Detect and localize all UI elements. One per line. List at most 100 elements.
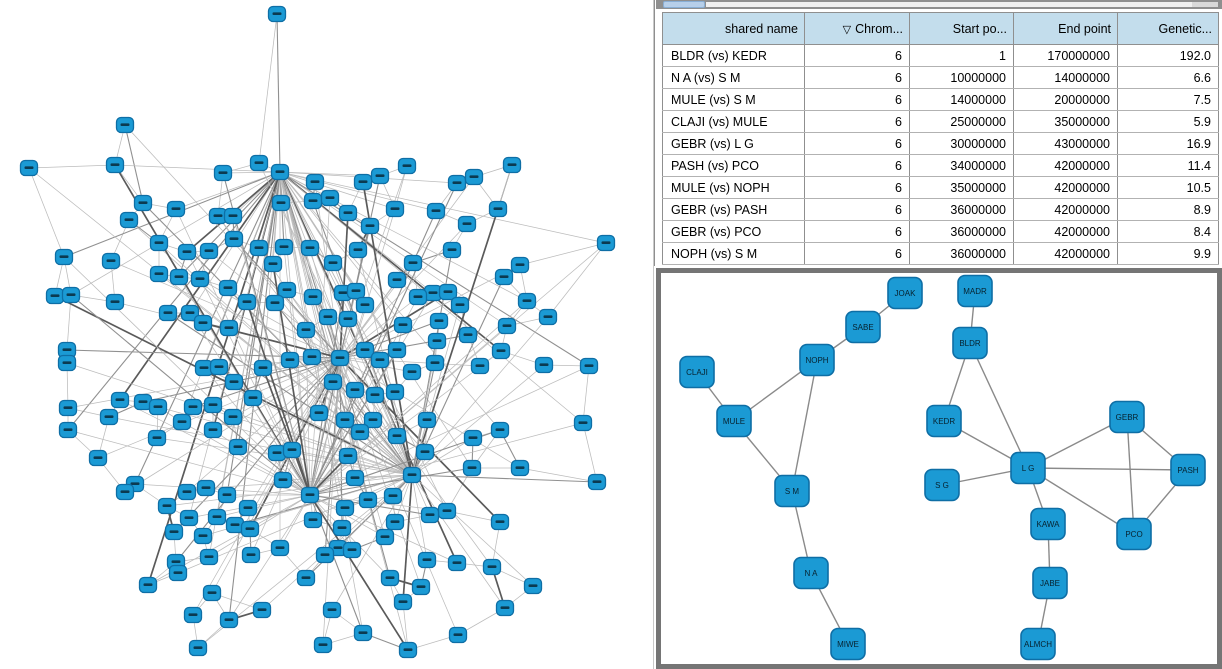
table-cell[interactable]: PASH (vs) PCO bbox=[662, 154, 805, 177]
node-noph[interactable] bbox=[799, 343, 835, 377]
table-cell[interactable]: 8.9 bbox=[1117, 198, 1219, 221]
node-s-m[interactable] bbox=[774, 474, 810, 508]
table-cell[interactable]: 42000000 bbox=[1013, 154, 1118, 177]
table-cell[interactable]: NOPH (vs) S M bbox=[662, 242, 805, 265]
table-horizontal-scrollbar[interactable] bbox=[656, 0, 1222, 9]
network-edge[interactable] bbox=[791, 359, 818, 492]
network-overview-canvas[interactable] bbox=[0, 0, 653, 669]
node-miwe[interactable] bbox=[830, 627, 866, 661]
column-header-0[interactable]: shared name bbox=[662, 12, 805, 45]
column-header-4[interactable]: Genetic... bbox=[1117, 12, 1219, 45]
table-cell[interactable]: 34000000 bbox=[909, 154, 1014, 177]
table-cell[interactable]: 30000000 bbox=[909, 132, 1014, 155]
table-cell[interactable]: GEBR (vs) L G bbox=[662, 132, 805, 155]
node-pash[interactable] bbox=[1170, 453, 1206, 487]
node-claji[interactable] bbox=[679, 355, 715, 389]
table-cell[interactable]: 36000000 bbox=[909, 220, 1014, 243]
table-cell[interactable]: 16.9 bbox=[1117, 132, 1219, 155]
table-cell[interactable]: 6 bbox=[804, 154, 910, 177]
edge-attribute-table[interactable]: shared name ▽ Chrom... Start po... End point… bbox=[662, 12, 1219, 265]
table-cell[interactable]: MULE (vs) S M bbox=[662, 88, 805, 111]
table-cell[interactable]: 7.5 bbox=[1117, 88, 1219, 111]
table-cell[interactable]: 11.4 bbox=[1117, 154, 1219, 177]
node-n-a[interactable] bbox=[793, 556, 829, 590]
node-madr[interactable] bbox=[957, 274, 993, 308]
table-cell[interactable]: 6 bbox=[804, 44, 910, 67]
table-cell[interactable]: 14000000 bbox=[1013, 66, 1118, 89]
table-cell[interactable]: 10.5 bbox=[1117, 176, 1219, 199]
table-cell[interactable]: 6 bbox=[804, 176, 910, 199]
node-label-glyph bbox=[493, 207, 503, 210]
table-row[interactable]: PASH (vs) PCO 6 34000000 42000000 11.4 bbox=[662, 154, 1219, 177]
node-pco[interactable] bbox=[1116, 517, 1152, 551]
table-cell[interactable]: BLDR (vs) KEDR bbox=[662, 44, 805, 67]
table-cell[interactable]: 6.6 bbox=[1117, 66, 1219, 89]
scrollbar-track[interactable] bbox=[706, 2, 1192, 7]
network-edge[interactable] bbox=[1126, 416, 1135, 535]
table-cell[interactable]: 43000000 bbox=[1013, 132, 1118, 155]
node-l-g[interactable] bbox=[1010, 451, 1046, 485]
network-edge[interactable] bbox=[1027, 467, 1189, 471]
node-gebr[interactable] bbox=[1109, 400, 1145, 434]
scrollbar-right-piece[interactable] bbox=[1192, 2, 1218, 7]
table-cell[interactable]: 6 bbox=[804, 88, 910, 111]
table-cell[interactable]: GEBR (vs) PCO bbox=[662, 220, 805, 243]
table-cell[interactable]: GEBR (vs) PASH bbox=[662, 198, 805, 221]
network-detail-canvas[interactable]: JOAK SABE NOPH CLAJI MULE S M N A MIWE MADR BLDR K… bbox=[661, 273, 1217, 664]
table-cell[interactable]: 36000000 bbox=[909, 242, 1014, 265]
node-sabe[interactable] bbox=[845, 310, 881, 344]
table-cell[interactable]: 25000000 bbox=[909, 110, 1014, 133]
table-cell[interactable]: 42000000 bbox=[1013, 176, 1118, 199]
table-cell[interactable]: MULE (vs) NOPH bbox=[662, 176, 805, 199]
column-header-1[interactable]: ▽ Chrom... bbox=[804, 12, 910, 45]
table-cell[interactable]: 192.0 bbox=[1117, 44, 1219, 67]
table-cell[interactable]: 1 bbox=[909, 44, 1014, 67]
network-overview-panel[interactable] bbox=[0, 0, 654, 669]
table-cell[interactable]: 6 bbox=[804, 242, 910, 265]
node-kawa[interactable] bbox=[1030, 507, 1066, 541]
node-jabe[interactable] bbox=[1032, 566, 1068, 600]
table-row[interactable]: GEBR (vs) L G 6 30000000 43000000 16.9 bbox=[662, 132, 1219, 155]
table-cell[interactable]: 5.9 bbox=[1117, 110, 1219, 133]
table-cell[interactable]: 8.4 bbox=[1117, 220, 1219, 243]
table-cell[interactable]: 6 bbox=[804, 132, 910, 155]
table-cell[interactable]: 6 bbox=[804, 66, 910, 89]
node-mule[interactable] bbox=[716, 404, 752, 438]
table-row[interactable]: N A (vs) S M 6 10000000 14000000 6.6 bbox=[662, 66, 1219, 89]
node-s-g[interactable] bbox=[924, 468, 960, 502]
table-row[interactable]: GEBR (vs) PCO 6 36000000 42000000 8.4 bbox=[662, 220, 1219, 243]
sort-filter-icon[interactable]: ▽ bbox=[842, 23, 852, 36]
table-cell[interactable]: 35000000 bbox=[909, 176, 1014, 199]
table-cell[interactable]: CLAJI (vs) MULE bbox=[662, 110, 805, 133]
table-cell[interactable]: 9.9 bbox=[1117, 242, 1219, 265]
network-edge[interactable] bbox=[969, 342, 1029, 469]
table-row[interactable]: NOPH (vs) S M 6 36000000 42000000 9.9 bbox=[662, 242, 1219, 265]
table-cell[interactable]: 35000000 bbox=[1013, 110, 1118, 133]
network-edge[interactable] bbox=[1027, 467, 1135, 535]
table-cell[interactable]: 6 bbox=[804, 110, 910, 133]
table-cell[interactable]: 36000000 bbox=[909, 198, 1014, 221]
node-almch[interactable] bbox=[1020, 627, 1056, 661]
table-row[interactable]: GEBR (vs) PASH 6 36000000 42000000 8.9 bbox=[662, 198, 1219, 221]
table-cell[interactable]: 42000000 bbox=[1013, 198, 1118, 221]
table-row[interactable]: BLDR (vs) KEDR 6 1 170000000 192.0 bbox=[662, 44, 1219, 67]
table-cell[interactable]: 6 bbox=[804, 198, 910, 221]
table-cell[interactable]: 14000000 bbox=[909, 88, 1014, 111]
table-row[interactable]: MULE (vs) NOPH 6 35000000 42000000 10.5 bbox=[662, 176, 1219, 199]
scrollbar-thumb[interactable] bbox=[663, 1, 705, 8]
table-cell[interactable]: 170000000 bbox=[1013, 44, 1118, 67]
table-cell[interactable]: 42000000 bbox=[1013, 220, 1118, 243]
table-row[interactable]: CLAJI (vs) MULE 6 25000000 35000000 5.9 bbox=[662, 110, 1219, 133]
column-header-3[interactable]: End point bbox=[1013, 12, 1118, 45]
network-detail-panel[interactable]: JOAK SABE NOPH CLAJI MULE S M N A MIWE MADR BLDR K… bbox=[656, 268, 1222, 669]
table-cell[interactable]: N A (vs) S M bbox=[662, 66, 805, 89]
column-header-2[interactable]: Start po... bbox=[909, 12, 1014, 45]
node-kedr[interactable] bbox=[926, 404, 962, 438]
table-cell[interactable]: 20000000 bbox=[1013, 88, 1118, 111]
node-bldr[interactable] bbox=[952, 326, 988, 360]
node-joak[interactable] bbox=[887, 276, 923, 310]
table-cell[interactable]: 42000000 bbox=[1013, 242, 1118, 265]
table-cell[interactable]: 10000000 bbox=[909, 66, 1014, 89]
table-row[interactable]: MULE (vs) S M 6 14000000 20000000 7.5 bbox=[662, 88, 1219, 111]
table-cell[interactable]: 6 bbox=[804, 220, 910, 243]
